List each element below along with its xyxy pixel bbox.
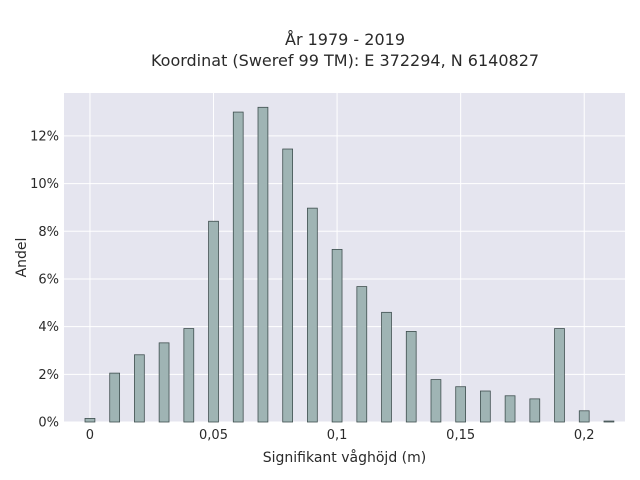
y-tick-label: 8% xyxy=(38,225,59,240)
plot-background xyxy=(64,93,625,422)
y-tick-label: 10% xyxy=(30,177,59,192)
histogram-bar xyxy=(232,111,244,423)
y-tick-labels: 0% 2% 4% 6% 8% 10% 12% xyxy=(30,129,59,430)
bars xyxy=(84,106,615,423)
histogram-bar xyxy=(554,328,565,423)
histogram-bar xyxy=(208,220,219,423)
histogram-bar xyxy=(405,331,417,423)
y-tick-label: 2% xyxy=(38,368,59,383)
x-tick-label: 0,05 xyxy=(199,428,228,443)
histogram-bar xyxy=(356,286,368,423)
histogram-bar xyxy=(257,106,269,423)
histogram-bar xyxy=(84,418,96,423)
histogram-bar xyxy=(183,328,195,423)
x-tick-label: 0 xyxy=(86,428,94,443)
grid-lines xyxy=(64,93,625,423)
histogram-bar xyxy=(381,311,392,423)
y-tick-label: 4% xyxy=(38,320,59,335)
histogram-bar xyxy=(480,390,491,423)
histogram-bar xyxy=(504,395,516,423)
histogram-bar xyxy=(134,354,145,423)
histogram-bar xyxy=(603,420,615,423)
x-axis-label: Signifikant våghöjd (m) xyxy=(263,449,426,466)
x-tick-label: 0,1 xyxy=(327,428,348,443)
x-tick-label: 0,2 xyxy=(574,428,595,443)
chart-title: År 1979 - 2019 xyxy=(285,30,405,49)
histogram-bar xyxy=(109,372,121,423)
x-tick-labels: 0 0,05 0,1 0,15 0,2 xyxy=(86,428,595,443)
chart-subtitle: Koordinat (Sweref 99 TM): E 372294, N 61… xyxy=(151,51,539,70)
histogram-bar xyxy=(158,342,170,423)
histogram-bar xyxy=(331,248,343,423)
histogram-bar xyxy=(455,386,466,423)
y-tick-label: 6% xyxy=(38,272,59,287)
histogram-bar xyxy=(307,207,318,423)
x-tick-label: 0,15 xyxy=(446,428,475,443)
y-tick-label: 0% xyxy=(38,416,59,431)
y-tick-label: 12% xyxy=(30,129,59,144)
histogram-bar xyxy=(529,398,541,423)
histogram-bar xyxy=(282,148,294,423)
histogram-bar xyxy=(430,379,442,423)
y-axis-label: Andel xyxy=(14,238,30,278)
histogram-bar xyxy=(578,410,590,423)
